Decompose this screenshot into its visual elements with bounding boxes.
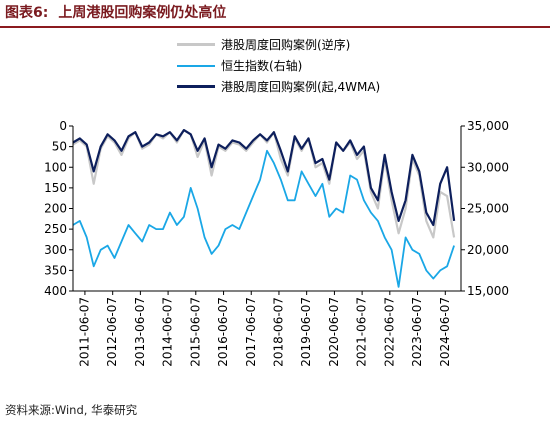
y-left-tick-label: 200 [44, 202, 67, 216]
legend-label-buyback-4wma: 港股周度回购案例(起,4WMA) [221, 80, 381, 94]
figure-title-text: 上周港股回购案例仍处高位 [58, 5, 227, 21]
y-right-tick-label: 35,000 [467, 119, 509, 133]
y-left-tick-label: 0 [59, 119, 67, 133]
figure-title: 图表6: 上周港股回购案例仍处高位 [5, 4, 226, 22]
y-left-tick-label: 400 [44, 284, 67, 298]
legend-swatch-buyback-4wma [177, 85, 215, 88]
source-note: 资料来源:Wind, 华泰研究 [5, 403, 138, 417]
x-tick-label: 2015-06-07 [188, 297, 202, 367]
y-left-tick-label: 150 [44, 181, 67, 195]
x-tick-label: 2024-06-07 [438, 297, 452, 367]
y-left-tick-label: 50 [52, 140, 67, 154]
title-divider [0, 26, 550, 28]
x-tick-label: 2017-06-07 [244, 297, 258, 367]
x-tick-label: 2011-06-07 [77, 297, 91, 367]
legend-label-buyback-inverted: 港股周度回购案例(逆序) [221, 38, 351, 52]
y-right-tick-label: 20,000 [467, 243, 509, 257]
x-tick-label: 2013-06-07 [133, 297, 147, 367]
x-tick-label: 2020-06-07 [327, 297, 341, 367]
x-tick-label: 2014-06-07 [161, 297, 175, 367]
y-left-tick-label: 250 [44, 222, 67, 236]
x-tick-label: 2012-06-07 [105, 297, 119, 367]
legend-swatch-hsi [177, 64, 215, 67]
x-tick-label: 2019-06-07 [299, 297, 313, 367]
legend-item-buyback-4wma: 港股周度回购案例(起,4WMA) [177, 76, 380, 97]
y-right-tick-label: 25,000 [467, 202, 509, 216]
series-line-buyback-inverted [72, 129, 456, 239]
legend-swatch-buyback-inverted [177, 43, 215, 46]
y-left-tick-label: 300 [44, 243, 67, 257]
series-line-hsi [72, 149, 455, 288]
x-tick-label: 2021-06-07 [355, 297, 369, 367]
legend-label-hsi: 恒生指数(右轴) [221, 59, 303, 73]
x-tick-label: 2018-06-07 [272, 297, 286, 367]
x-tick-label: 2022-06-07 [382, 297, 396, 367]
y-left-tick-label: 100 [44, 160, 67, 174]
y-right-tick-label: 15,000 [467, 284, 509, 298]
series-line-buyback-4wma [72, 129, 456, 227]
y-right-tick-label: 30,000 [467, 160, 509, 174]
chart-legend: 港股周度回购案例(逆序) 恒生指数(右轴) 港股周度回购案例(起,4WMA) [177, 34, 380, 97]
figure-label: 图表6: [5, 5, 49, 21]
legend-item-buyback-inverted: 港股周度回购案例(逆序) [177, 34, 380, 55]
legend-item-hsi: 恒生指数(右轴) [177, 55, 380, 76]
x-tick-label: 2023-06-07 [410, 297, 424, 367]
y-left-tick-label: 350 [44, 263, 67, 277]
x-tick-label: 2016-06-07 [216, 297, 230, 367]
